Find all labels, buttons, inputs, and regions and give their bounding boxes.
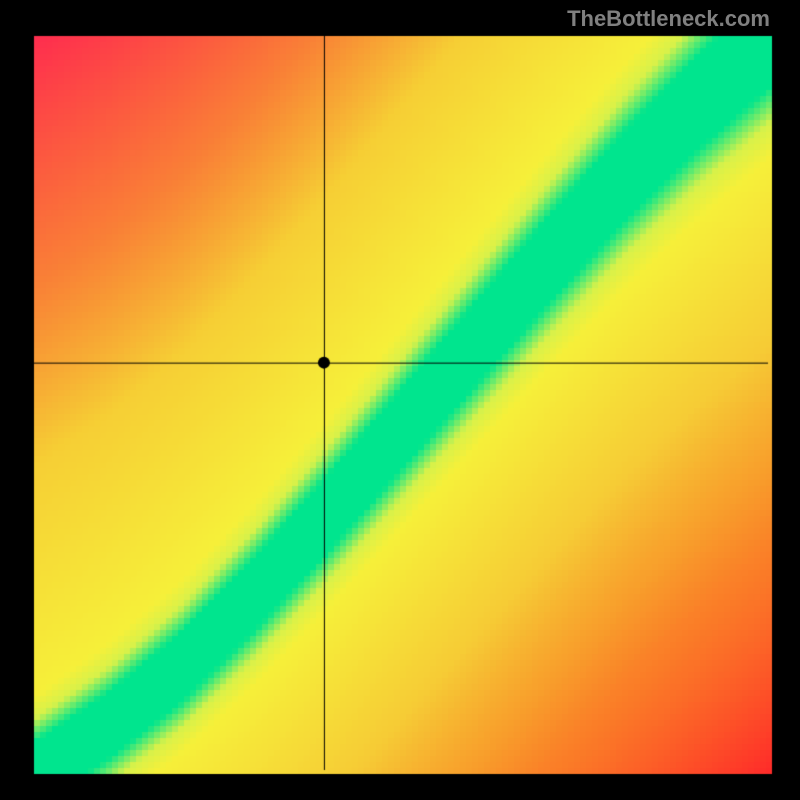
chart-container: TheBottleneck.com bbox=[0, 0, 800, 800]
watermark-text: TheBottleneck.com bbox=[567, 6, 770, 32]
bottleneck-heatmap bbox=[0, 0, 800, 800]
